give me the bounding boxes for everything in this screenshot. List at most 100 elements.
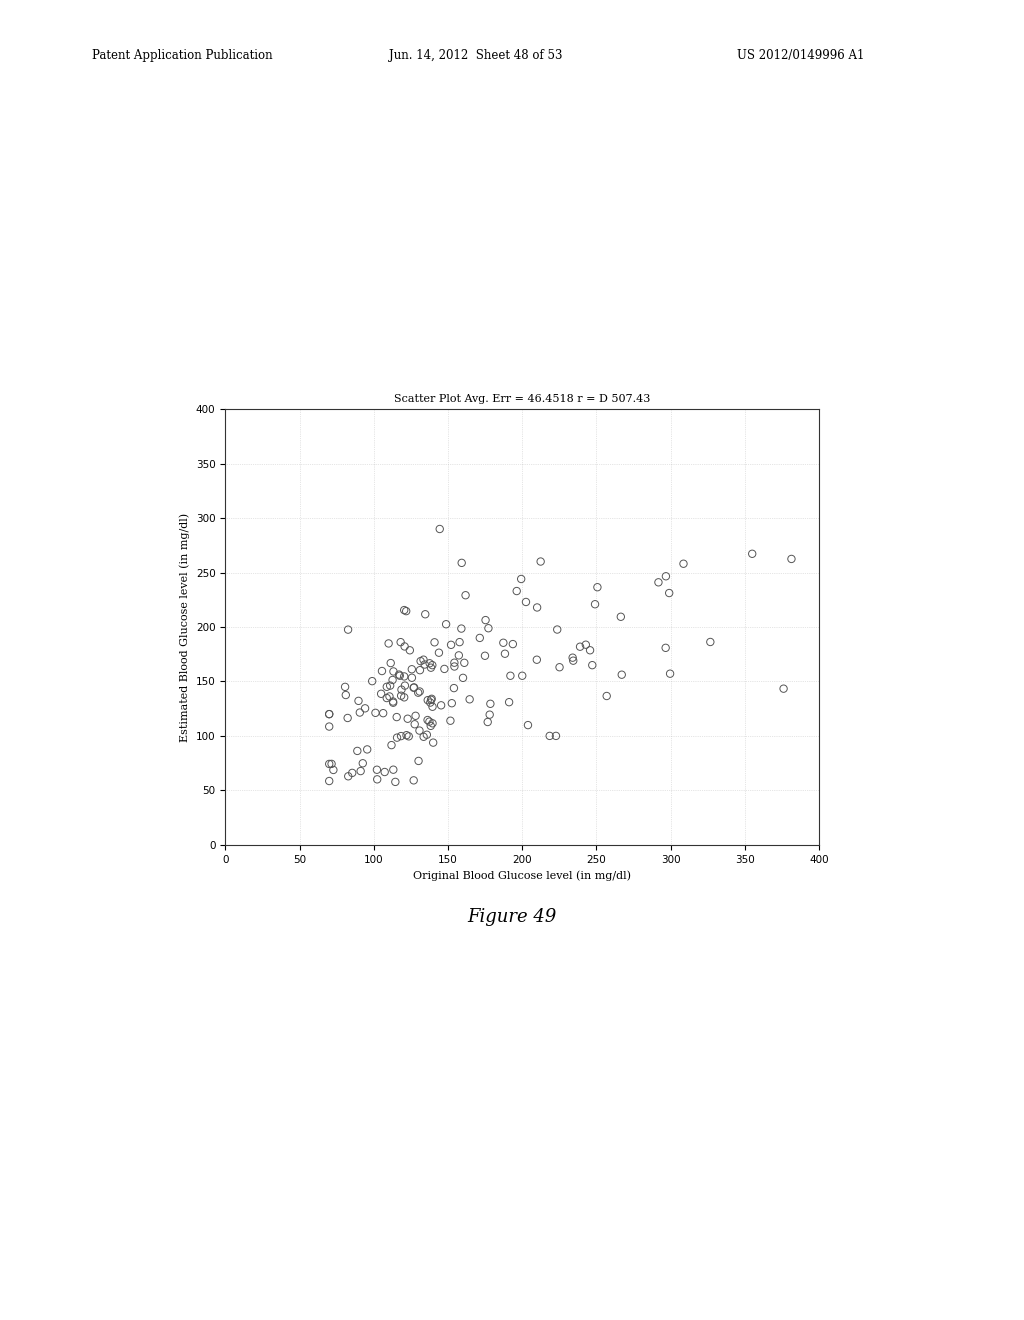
- Point: [322, 771, 338, 792]
- Point: [364, 671, 380, 692]
- Point: [472, 627, 488, 648]
- Point: [662, 663, 678, 684]
- Point: [412, 719, 428, 741]
- Point: [344, 763, 360, 784]
- Text: Figure 49: Figure 49: [467, 908, 557, 927]
- Point: [438, 614, 455, 635]
- Point: [340, 766, 356, 787]
- Point: [322, 715, 338, 737]
- Point: [613, 664, 630, 685]
- Point: [385, 690, 401, 711]
- Point: [324, 754, 340, 775]
- Point: [393, 678, 410, 700]
- Point: [416, 726, 432, 747]
- Point: [369, 768, 385, 789]
- Point: [509, 581, 525, 602]
- Point: [393, 726, 410, 747]
- Point: [442, 710, 459, 731]
- Point: [339, 708, 355, 729]
- Point: [431, 519, 447, 540]
- Point: [406, 677, 422, 698]
- Point: [384, 669, 400, 690]
- Point: [407, 714, 423, 735]
- Point: [396, 599, 413, 620]
- Point: [454, 552, 470, 573]
- Point: [410, 682, 426, 704]
- Point: [480, 618, 497, 639]
- Point: [423, 715, 439, 737]
- Point: [373, 684, 389, 705]
- Point: [578, 634, 594, 655]
- Point: [775, 678, 792, 700]
- Point: [458, 585, 474, 606]
- Point: [582, 640, 598, 661]
- Point: [702, 631, 719, 652]
- Point: [675, 553, 691, 574]
- Point: [479, 711, 496, 733]
- Point: [462, 689, 478, 710]
- Point: [411, 750, 427, 771]
- Point: [565, 651, 582, 672]
- Point: [497, 643, 513, 664]
- Point: [420, 689, 436, 710]
- Point: [352, 760, 369, 781]
- Point: [482, 693, 499, 714]
- Point: [396, 686, 413, 708]
- Point: [650, 572, 667, 593]
- Point: [396, 665, 413, 686]
- Point: [322, 704, 338, 725]
- Point: [426, 632, 442, 653]
- Point: [423, 657, 439, 678]
- Point: [374, 660, 390, 681]
- Point: [369, 759, 385, 780]
- Point: [413, 651, 429, 672]
- Point: [387, 771, 403, 792]
- Point: [391, 665, 408, 686]
- Point: [349, 741, 366, 762]
- Point: [375, 702, 391, 723]
- Point: [446, 656, 463, 677]
- Point: [564, 647, 581, 668]
- Point: [501, 692, 517, 713]
- Point: [388, 706, 404, 727]
- Point: [406, 770, 422, 791]
- Point: [377, 762, 393, 783]
- Point: [657, 566, 674, 587]
- Text: Jun. 14, 2012  Sheet 48 of 53: Jun. 14, 2012 Sheet 48 of 53: [389, 49, 562, 62]
- Point: [382, 675, 398, 696]
- Point: [416, 649, 432, 671]
- Point: [662, 582, 678, 603]
- Point: [445, 677, 462, 698]
- Point: [408, 705, 424, 726]
- Point: [502, 665, 518, 686]
- Point: [584, 655, 600, 676]
- Point: [391, 664, 408, 685]
- Point: [379, 676, 395, 697]
- Point: [424, 655, 440, 676]
- Point: [520, 714, 537, 735]
- Point: [385, 692, 401, 713]
- Point: [351, 702, 368, 723]
- Point: [354, 752, 371, 774]
- Point: [400, 726, 417, 747]
- Point: [350, 690, 367, 711]
- Point: [456, 652, 472, 673]
- Point: [452, 631, 468, 652]
- Point: [419, 725, 435, 746]
- Point: [529, 597, 546, 618]
- Point: [431, 642, 447, 663]
- Point: [401, 640, 418, 661]
- Point: [338, 685, 354, 706]
- Point: [424, 688, 440, 709]
- Point: [612, 606, 629, 627]
- Point: [393, 685, 410, 706]
- Point: [783, 548, 800, 569]
- Point: [454, 618, 470, 639]
- Point: [442, 635, 459, 656]
- Text: US 2012/0149996 A1: US 2012/0149996 A1: [737, 49, 864, 62]
- X-axis label: Original Blood Glucose level (in mg/dl): Original Blood Glucose level (in mg/dl): [414, 870, 631, 880]
- Point: [548, 726, 564, 747]
- Point: [322, 704, 338, 725]
- Point: [421, 711, 437, 733]
- Point: [340, 619, 356, 640]
